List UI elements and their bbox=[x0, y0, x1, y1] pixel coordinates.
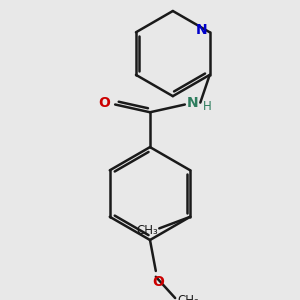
Text: O: O bbox=[99, 96, 110, 110]
Text: N: N bbox=[196, 23, 208, 37]
Text: CH₃: CH₃ bbox=[137, 224, 158, 237]
Text: H: H bbox=[203, 100, 212, 113]
Text: N: N bbox=[187, 96, 198, 110]
Text: CH₃: CH₃ bbox=[178, 293, 200, 300]
Text: O: O bbox=[152, 274, 164, 289]
